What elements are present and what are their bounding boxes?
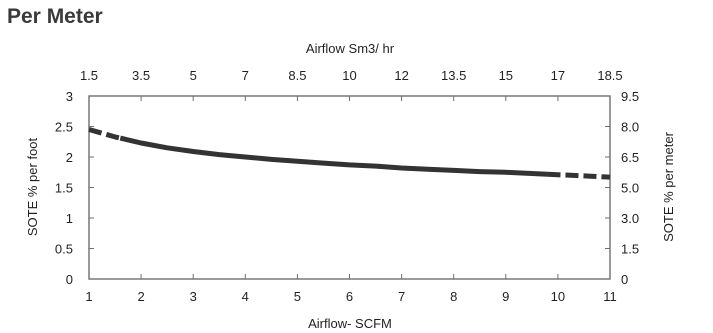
- x-tick-label: 8: [450, 289, 457, 304]
- y2-tick-label: 8.0: [621, 120, 639, 135]
- y-tick-label: 1: [66, 211, 73, 226]
- y2-tick-label: 9.5: [621, 89, 639, 104]
- y-tick-label: 2.5: [55, 120, 73, 135]
- x2-tick-label: 1.5: [80, 68, 98, 83]
- x-tick-label: 7: [398, 289, 405, 304]
- x2-tick-label: 3.5: [132, 68, 150, 83]
- x2-tick-label: 17: [551, 68, 565, 83]
- page-title: Per Meter: [7, 5, 103, 28]
- series-line-dashed-start: [88, 127, 121, 141]
- series-line-solid: [119, 135, 548, 177]
- y-tick-label: 1.5: [55, 181, 73, 196]
- right-axis-label: SOTE % per meter: [661, 131, 676, 241]
- y-tick-label: 0: [66, 272, 73, 287]
- y2-tick-label: 1.5: [621, 242, 639, 257]
- x-tick-label: 2: [137, 289, 144, 304]
- x-tick-label: 10: [551, 289, 565, 304]
- y-tick-label: 2: [66, 150, 73, 165]
- x-tick-label: 1: [85, 289, 92, 304]
- bottom-axis-label: Airflow- SCFM: [308, 316, 392, 331]
- plot-frame: [88, 95, 611, 280]
- x2-tick-label: 15: [499, 68, 513, 83]
- x2-tick-label: 18.5: [597, 68, 622, 83]
- x-tick-label: 11: [603, 289, 617, 304]
- y2-tick-label: 0: [621, 272, 628, 287]
- x2-tick-label: 7: [242, 68, 249, 83]
- top-axis-label: Airflow Sm3/ hr: [306, 41, 395, 56]
- x-tick-label: 3: [190, 289, 197, 304]
- y-tick-label: 0.5: [55, 242, 73, 257]
- left-axis-label: SOTE % per foot: [25, 137, 40, 236]
- x2-tick-label: 5: [190, 68, 197, 83]
- x2-tick-label: 8.5: [288, 68, 306, 83]
- x-tick-label: 6: [346, 289, 353, 304]
- y2-tick-label: 3.0: [621, 211, 639, 226]
- x2-tick-label: 13.5: [441, 68, 466, 83]
- y2-tick-label: 6.5: [621, 150, 639, 165]
- y2-tick-label: 5.0: [621, 181, 639, 196]
- series-line-dashed-end: [547, 171, 611, 180]
- x-tick-label: 5: [294, 289, 301, 304]
- x-tick-label: 4: [242, 289, 249, 304]
- y-tick-label: 3: [66, 89, 73, 104]
- x2-tick-label: 12: [394, 68, 408, 83]
- x-tick-label: 9: [502, 289, 509, 304]
- x2-tick-label: 10: [342, 68, 356, 83]
